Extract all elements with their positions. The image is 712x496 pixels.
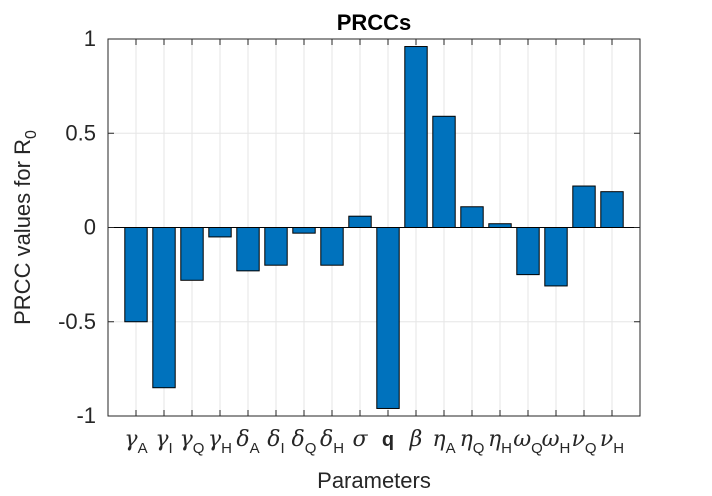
bar-14 xyxy=(516,227,540,276)
x-tick-label: νQ xyxy=(571,427,596,457)
x-tick-label: ηA xyxy=(432,427,455,457)
bar-6 xyxy=(292,227,316,234)
bar-4 xyxy=(236,227,260,272)
bar-10 xyxy=(404,46,428,229)
y-tick-label: 0 xyxy=(84,215,96,240)
bar-13 xyxy=(488,223,512,228)
x-tick-label: δI xyxy=(267,427,284,457)
y-tick-labels: -1 -0.5 0 0.5 1 xyxy=(58,26,96,428)
x-tick-label: δQ xyxy=(292,427,317,457)
x-tick-label: γA xyxy=(124,427,147,457)
y-axis-label-main: PRCC values for R xyxy=(10,139,35,325)
plot-area xyxy=(107,38,641,417)
bar-9 xyxy=(376,227,400,409)
bar-16 xyxy=(572,185,596,228)
bar-7 xyxy=(320,227,344,266)
x-tick-label: ωH xyxy=(542,427,571,457)
x-tick-label: γH xyxy=(208,427,232,457)
y-tick-label: 1 xyxy=(84,26,96,51)
bar-8 xyxy=(348,215,372,229)
bar-17 xyxy=(600,191,624,228)
bar-11 xyxy=(432,115,456,228)
x-tick-label: β xyxy=(409,427,423,452)
bar-2 xyxy=(180,227,204,281)
x-tick-label: γQ xyxy=(180,427,205,457)
bars-group xyxy=(124,46,624,409)
bar-0 xyxy=(124,227,148,323)
y-tick-label: 0.5 xyxy=(65,120,96,145)
x-tick-label: ηH xyxy=(488,427,512,457)
x-axis-label: Parameters xyxy=(317,468,431,493)
x-tick-label: νH xyxy=(600,427,624,457)
tick-marks xyxy=(108,38,640,417)
bar-5 xyxy=(264,227,288,266)
y-tick-label: -1 xyxy=(76,403,96,428)
x-tick-label: δH xyxy=(320,427,344,457)
chart-title: PRCCs xyxy=(337,10,412,35)
bar-12 xyxy=(460,206,484,228)
bar-15 xyxy=(544,227,568,287)
bar-3 xyxy=(208,227,232,238)
x-tick-label: ωQ xyxy=(513,427,543,457)
x-tick-label: γI xyxy=(155,427,172,457)
y-tick-label: -0.5 xyxy=(58,309,96,334)
x-tick-label: δA xyxy=(236,427,259,457)
bar-1 xyxy=(152,227,176,389)
x-tick-label: q xyxy=(382,429,394,451)
y-axis-label: PRCC values for R0 xyxy=(10,130,40,325)
x-tick-label: ηQ xyxy=(460,427,485,457)
y-axis-label-subscript: 0 xyxy=(23,130,40,139)
x-tick-label: σ xyxy=(352,427,368,452)
